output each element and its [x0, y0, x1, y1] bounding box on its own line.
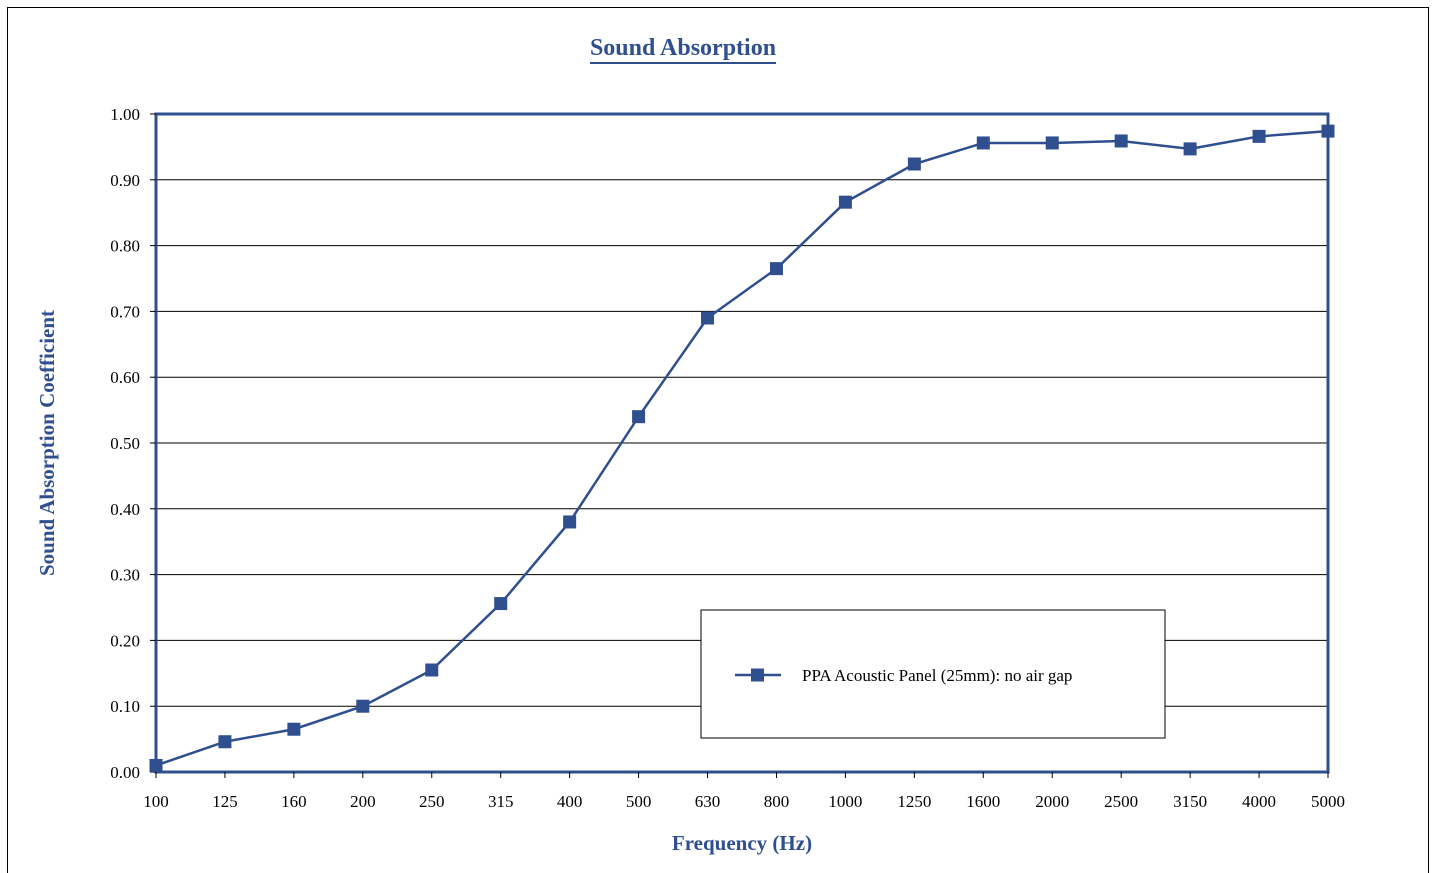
data-point: [838, 195, 852, 209]
data-point: [769, 262, 783, 276]
legend-marker-swatch: [751, 668, 764, 682]
data-point: [701, 311, 715, 325]
data-point: [149, 758, 163, 772]
data-point: [1321, 124, 1335, 138]
x-tick-label: 500: [626, 792, 652, 811]
x-tick-label: 200: [350, 792, 376, 811]
data-point: [218, 735, 232, 749]
data-point: [1114, 134, 1128, 148]
y-tick-label: 0.90: [110, 171, 140, 190]
y-axis-ticks: 0.00 0.10 0.20 0.30 0.40 0.50 0.60 0.70 0.80 0.90…: [110, 105, 156, 782]
data-point: [287, 722, 301, 736]
series-layer: [149, 124, 1335, 772]
y-tick-label: 0.30: [110, 566, 140, 585]
x-axis-title: Frequency (Hz): [672, 831, 812, 855]
x-tick-label: 5000: [1311, 792, 1345, 811]
x-tick-label: 4000: [1242, 792, 1276, 811]
x-tick-label: 250: [419, 792, 445, 811]
data-point: [632, 410, 646, 424]
x-tick-label: 1000: [828, 792, 862, 811]
x-tick-label: 800: [764, 792, 790, 811]
x-tick-label: 2500: [1104, 792, 1138, 811]
x-tick-label: 400: [557, 792, 583, 811]
y-tick-label: 1.00: [110, 105, 140, 124]
legend-label: PPA Acoustic Panel (25mm): no air gap: [802, 666, 1072, 685]
chart-title: Sound Absorption: [590, 35, 776, 61]
x-tick-label: 160: [281, 792, 307, 811]
grid-lines: [156, 179, 1328, 707]
data-point: [1045, 136, 1059, 150]
data-point: [907, 157, 921, 171]
y-tick-label: 0.60: [110, 368, 140, 387]
data-point: [976, 136, 990, 150]
series-line: [155, 129, 1329, 767]
y-tick-label: 0.10: [110, 697, 140, 716]
data-point: [356, 699, 370, 713]
y-tick-label: 0.20: [110, 631, 140, 650]
legend: PPA Acoustic Panel (25mm): no air gap: [700, 609, 1166, 739]
data-point: [1183, 142, 1197, 156]
data-point: [563, 515, 577, 529]
x-tick-label: 2000: [1035, 792, 1069, 811]
x-tick-label: 1600: [966, 792, 1000, 811]
x-axis-ticks: 100 125 160 200 250 315 400 500 630 800 1000 1250 16…: [143, 772, 1345, 811]
y-tick-label: 0.00: [110, 763, 140, 782]
y-tick-label: 0.50: [110, 434, 140, 453]
x-tick-label: 630: [695, 792, 721, 811]
y-axis-title: Sound Absorption Coefficient: [35, 310, 59, 576]
data-point: [1252, 129, 1266, 143]
x-tick-label: 1250: [897, 792, 931, 811]
y-tick-label: 0.40: [110, 500, 140, 519]
x-tick-label: 315: [488, 792, 514, 811]
x-tick-label: 125: [212, 792, 238, 811]
x-tick-label: 3150: [1173, 792, 1207, 811]
y-tick-label: 0.80: [110, 237, 140, 256]
data-point: [494, 597, 508, 611]
y-tick-label: 0.70: [110, 302, 140, 321]
data-point: [425, 663, 439, 677]
chart-frame: [7, 7, 1429, 873]
x-tick-label: 100: [143, 792, 169, 811]
